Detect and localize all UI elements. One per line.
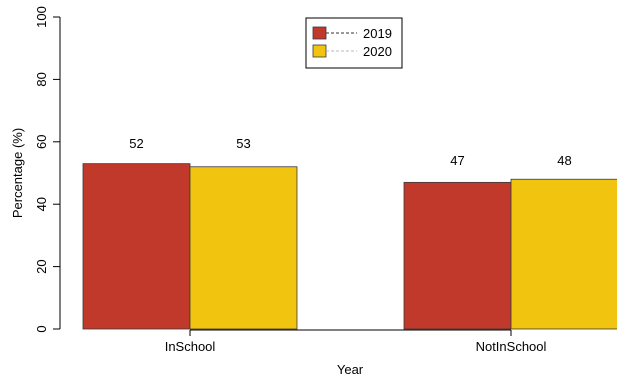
bar-notinschool-2019 (403, 181, 512, 330)
bar-labels: 52 53 47 48 (129, 136, 571, 168)
bar-value-label: 48 (557, 153, 571, 168)
bar-value-label: 53 (236, 136, 250, 151)
y-tick-label: 60 (34, 135, 49, 149)
bar-value-label: 47 (450, 153, 464, 168)
y-tick-label: 0 (34, 325, 49, 332)
bars (82, 163, 617, 330)
legend-swatch-2020 (312, 44, 327, 58)
y-tick-label: 20 (34, 259, 49, 273)
bar-value-label: 52 (129, 136, 143, 151)
legend-label-2019: 2019 (363, 26, 392, 41)
bar-inschool-2020 (189, 166, 298, 330)
y-tick-label: 100 (34, 6, 49, 28)
legend-box (305, 17, 403, 69)
legend-label-2020: 2020 (363, 44, 392, 59)
legend-swatch-2019 (312, 26, 327, 40)
legend: 2019 2020 (305, 17, 403, 69)
y-tick-label: 40 (34, 197, 49, 211)
y-axis-title: Percentage (%) (10, 128, 25, 218)
bar-inschool-2019 (82, 163, 191, 330)
y-tick-label: 80 (34, 72, 49, 86)
x-tick-label: InSchool (165, 339, 216, 354)
bar-notinschool-2020 (510, 178, 617, 330)
x-axis-title: Year (337, 362, 364, 377)
x-tick-label: NotInSchool (476, 339, 547, 354)
y-axis: 0 20 40 60 80 100 (34, 6, 61, 333)
x-axis: InSchool NotInSchool (165, 329, 547, 354)
